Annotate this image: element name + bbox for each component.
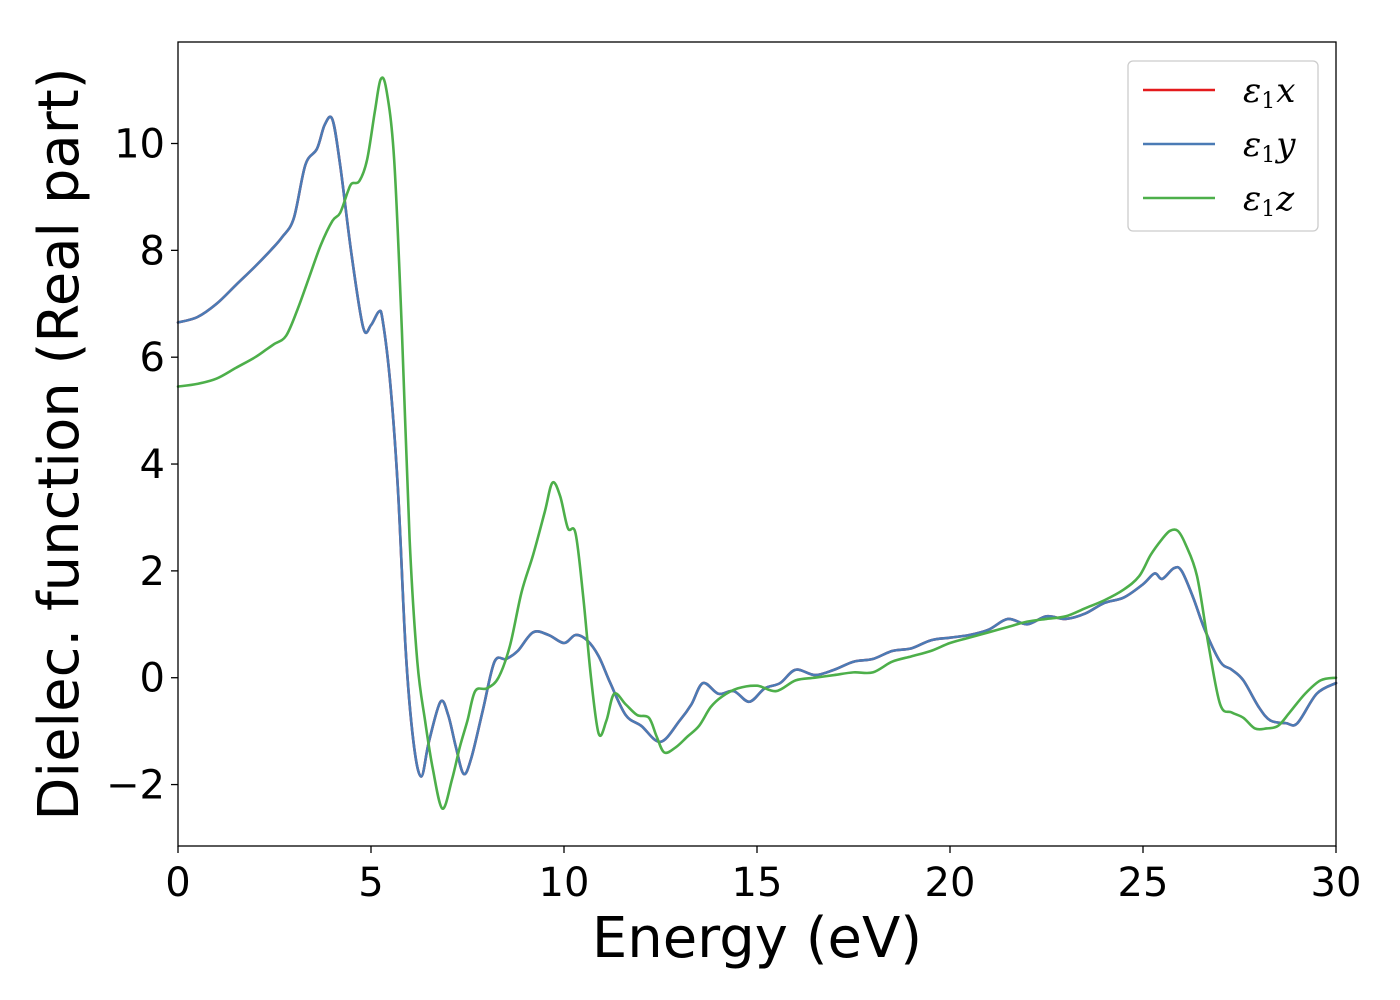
y-tick-label: 6: [140, 335, 165, 381]
x-tick-label: 20: [925, 860, 976, 906]
legend-entries: ε1x ε1y ε1z: [1143, 71, 1296, 222]
legend-box: [1127, 60, 1319, 232]
series-line-z: [176, 76, 1338, 810]
x-tick-label: 0: [165, 860, 190, 906]
x-tick-label: 5: [358, 860, 383, 906]
y-tick-label: 10: [114, 122, 165, 168]
legend: ε1x ε1y ε1z: [1127, 60, 1319, 232]
x-axis-label: Energy (eV): [592, 906, 922, 971]
x-axis: 0 5 10 15 20 25 30: [165, 846, 1361, 906]
x-tick-label: 25: [1118, 860, 1169, 906]
y-axis-label: Dielec. function (Real part): [27, 67, 92, 820]
y-axis: −2 0 2 4 6 8 10: [106, 122, 178, 809]
series-line-y: [176, 115, 1338, 778]
legend-label-z: ε1z: [1243, 179, 1295, 222]
legend-label-y: ε1y: [1243, 125, 1296, 168]
x-tick-label: 30: [1311, 860, 1362, 906]
y-tick-label: 4: [140, 442, 165, 488]
legend-label-x: ε1x: [1243, 71, 1295, 114]
y-tick-label: 2: [140, 549, 165, 595]
series-layer: [176, 76, 1338, 810]
y-tick-label: 0: [140, 656, 165, 702]
y-tick-label: 8: [140, 228, 165, 274]
x-tick-label: 15: [732, 860, 783, 906]
x-tick-label: 10: [539, 860, 590, 906]
y-tick-label: −2: [106, 763, 165, 809]
